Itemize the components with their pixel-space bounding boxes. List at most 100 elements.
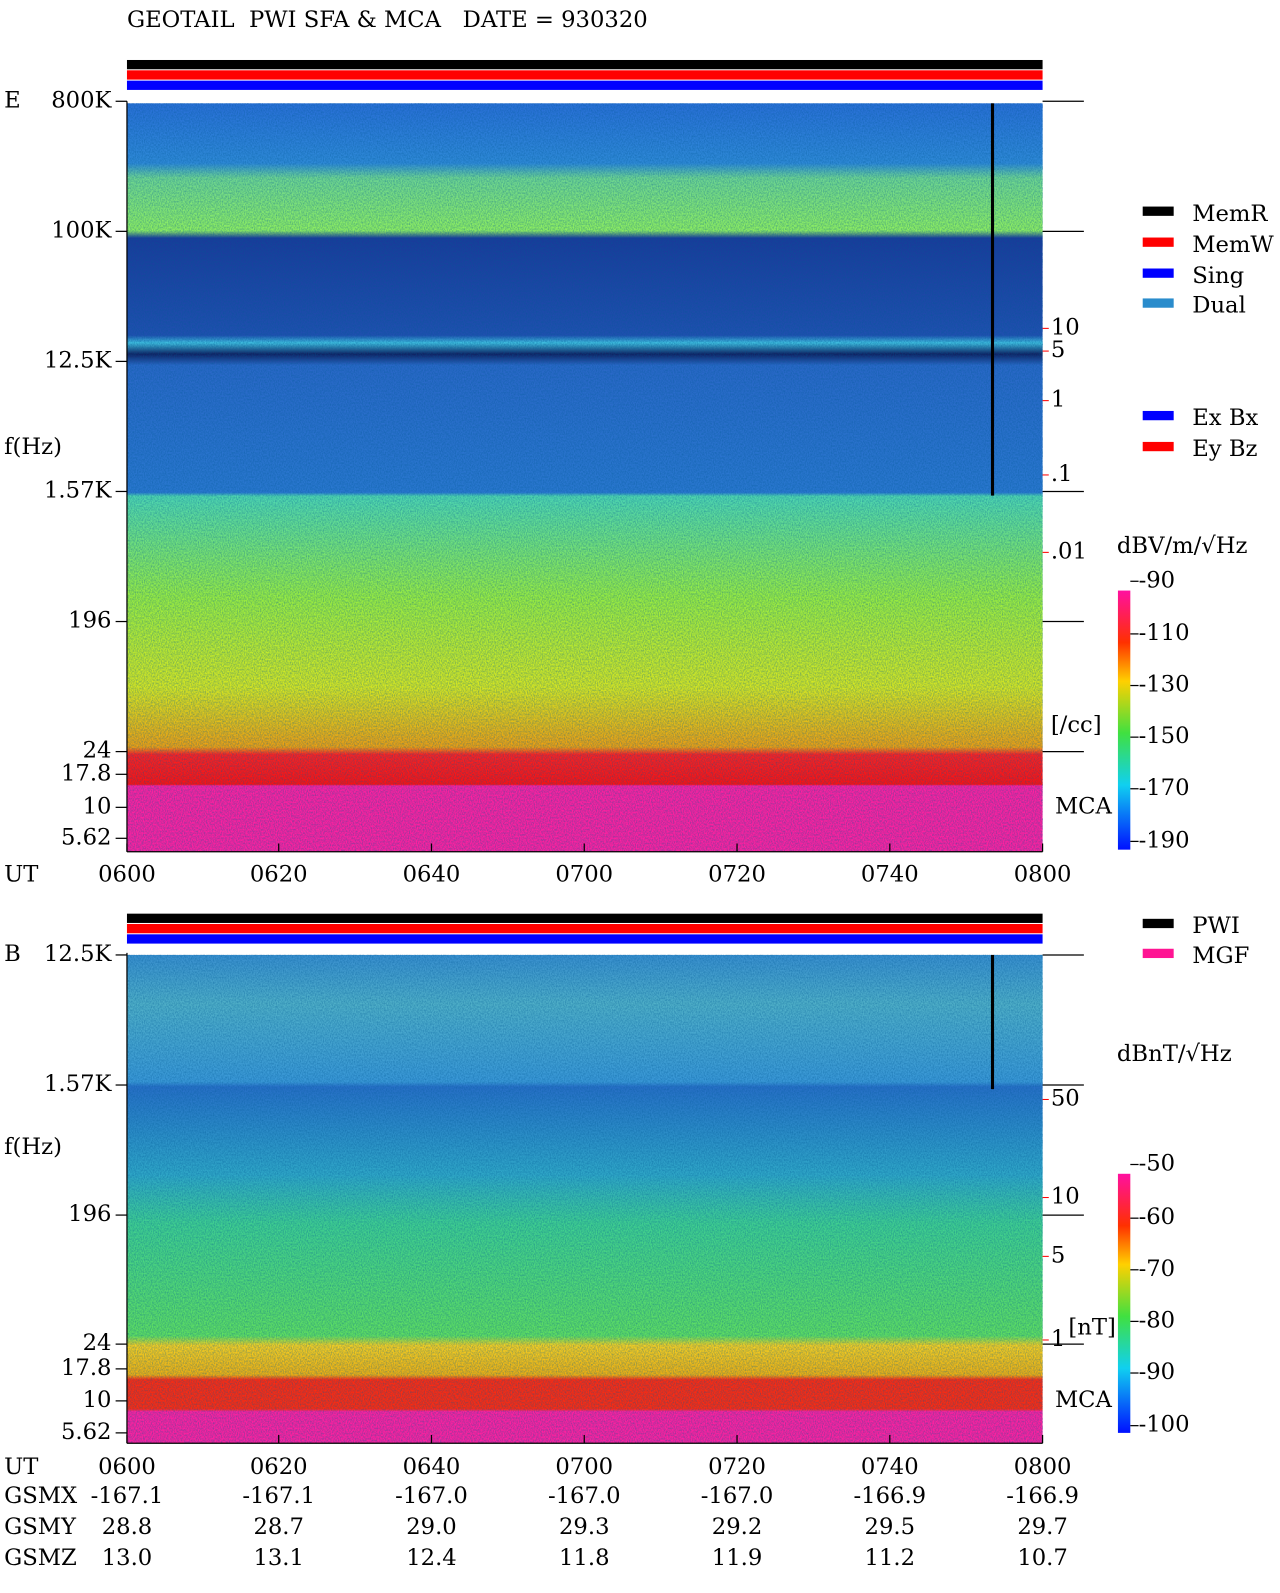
- legend-label: MGF: [1192, 943, 1249, 969]
- legend-swatch: [1142, 298, 1174, 308]
- colorbar-tick-label: -50: [1139, 1151, 1176, 1177]
- legend-swatch: [1142, 918, 1174, 929]
- y-tick-label: 800K: [51, 87, 112, 113]
- y-tick-label: 5.62: [61, 824, 112, 850]
- legend-swatch: [1142, 441, 1174, 452]
- colorbar-tick-label: -190: [1139, 827, 1190, 853]
- density-scale-label: .01: [1051, 538, 1087, 564]
- x-tick-label: 0600: [98, 861, 156, 887]
- orbit-value: 11.9: [712, 1545, 763, 1571]
- y-tick-label: 100K: [51, 217, 112, 243]
- y-tick-label: 10: [83, 793, 112, 819]
- legend-swatch: [1142, 206, 1174, 216]
- orbit-value: -166.9: [853, 1483, 926, 1509]
- status-bar: [126, 59, 1043, 70]
- data-gap-line: [990, 954, 995, 1090]
- spectrogram-texture: [126, 954, 1043, 1444]
- y-tick-label: 17.8: [61, 1355, 112, 1381]
- y-axis-title: f(Hz): [4, 1134, 62, 1160]
- legend-label: PWI: [1192, 913, 1240, 939]
- status-bar: [126, 80, 1043, 90]
- legend-label: Dual: [1192, 293, 1246, 319]
- status-bar: [126, 923, 1043, 934]
- x-tick-label: 0620: [250, 1454, 308, 1480]
- legend-label: MemR: [1192, 201, 1268, 227]
- density-scale-label: 10: [1051, 1184, 1080, 1210]
- y-tick-label: 1.57K: [44, 477, 113, 503]
- density-scale-label: 5: [1051, 1242, 1065, 1268]
- orbit-value: -167.0: [395, 1483, 468, 1509]
- colorbar-tick-label: -90: [1139, 567, 1176, 593]
- orbit-value: 11.2: [865, 1545, 916, 1571]
- density-scale-label: .1: [1051, 461, 1073, 487]
- spectrograms: [126, 103, 1131, 1444]
- orbit-value: 13.0: [102, 1545, 153, 1571]
- density-unit: [/cc]: [1051, 712, 1102, 738]
- colorbar-unit: dBV/m/√Hz: [1117, 533, 1248, 559]
- y-tick-label: 24: [83, 738, 112, 764]
- colorbar-tick-label: -110: [1139, 620, 1190, 646]
- y-tick-label: 24: [83, 1330, 112, 1356]
- orbit-value: 29.0: [406, 1514, 457, 1540]
- x-tick-label: 0640: [403, 861, 461, 887]
- y-tick-label: 17.8: [61, 760, 112, 786]
- orbit-value: 28.7: [253, 1514, 304, 1540]
- legend-label: Sing: [1192, 263, 1244, 289]
- colorbar-tick-label: -170: [1139, 775, 1190, 801]
- colorbar-tick-label: -60: [1139, 1204, 1176, 1230]
- colorbar-tick-label: -100: [1139, 1412, 1190, 1438]
- legend-swatch: [1142, 268, 1174, 278]
- density-unit: [nT]: [1068, 1315, 1115, 1341]
- legend-label: Ey Bz: [1192, 436, 1257, 462]
- density-scale-label: 5: [1051, 337, 1065, 363]
- panel-label: E: [4, 87, 21, 113]
- mca-label: MCA: [1055, 793, 1113, 819]
- legend-label: MemW: [1192, 232, 1274, 258]
- x-tick-label: 0640: [403, 1454, 461, 1480]
- orbit-value: -167.1: [91, 1483, 164, 1509]
- y-tick-label: 12.5K: [44, 347, 113, 373]
- orbit-value: 29.3: [559, 1514, 610, 1540]
- status-bar: [126, 913, 1043, 923]
- colorbar-unit: dBnT/√Hz: [1117, 1041, 1232, 1067]
- colorbar-tick-label: -70: [1139, 1256, 1176, 1282]
- y-tick-label: 1.57K: [44, 1071, 113, 1097]
- y-tick-label: 196: [68, 1201, 111, 1227]
- orbit-value: 13.1: [253, 1545, 304, 1571]
- orbit-value: 11.8: [559, 1545, 610, 1571]
- colorbar-e: [1117, 590, 1131, 850]
- legend-swatch: [1142, 948, 1174, 959]
- colorbar-b: [1117, 1173, 1131, 1433]
- x-tick-label: 0740: [861, 1454, 919, 1480]
- panel-label: B: [4, 941, 21, 967]
- x-axis-title: UT: [4, 861, 38, 887]
- x-tick-label: 0700: [555, 861, 613, 887]
- x-axis-title: UT: [4, 1454, 38, 1480]
- status-bar: [126, 934, 1043, 944]
- colorbar-tick-label: -80: [1139, 1307, 1176, 1333]
- orbit-value: 12.4: [406, 1545, 457, 1571]
- status-bar: [126, 70, 1043, 80]
- density-scale-label: 10: [1051, 314, 1080, 340]
- colorbar-tick-label: -90: [1139, 1359, 1176, 1385]
- x-tick-label: 0740: [861, 861, 919, 887]
- legend-label: Ex Bx: [1192, 405, 1258, 431]
- x-tick-label: 0700: [555, 1454, 613, 1480]
- x-tick-label: 0600: [98, 1454, 156, 1480]
- x-tick-label: 0720: [708, 1454, 766, 1480]
- orbit-value: -166.9: [1006, 1483, 1079, 1509]
- x-tick-label: 0620: [250, 861, 308, 887]
- orbit-value: 10.7: [1017, 1545, 1068, 1571]
- data-gap-line: [990, 103, 995, 496]
- orbit-value: -167.1: [242, 1483, 315, 1509]
- colorbar-tick-label: -150: [1139, 723, 1190, 749]
- x-tick-label: 0720: [708, 861, 766, 887]
- x-tick-label: 0800: [1014, 861, 1072, 887]
- orbit-value: -167.0: [548, 1483, 621, 1509]
- orbit-value: 28.8: [102, 1514, 153, 1540]
- spectrogram-texture: [126, 103, 1043, 852]
- density-scale-label: 1: [1051, 1326, 1065, 1352]
- y-tick-label: 12.5K: [44, 941, 113, 967]
- orbit-row-label: GSMX: [4, 1483, 78, 1509]
